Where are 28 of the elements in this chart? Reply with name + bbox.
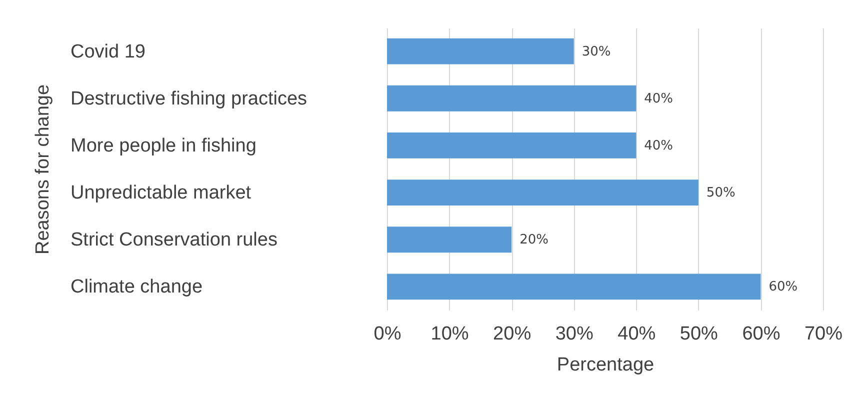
data-label: 40% [644,138,674,154]
bar [387,85,636,112]
x-tick-label: 50% [680,324,718,344]
data-label: 50% [706,186,736,201]
data-label: 20% [520,232,548,248]
bar [387,226,512,253]
x-tick-label: 70% [804,324,843,344]
y-tick-label: Covid 19 [70,41,146,62]
y-axis-title: Reasons for change [32,84,54,255]
y-tick-label: More people in fishing [70,135,256,156]
bar [387,180,698,206]
y-tick-label: Destructive fishing practices [70,88,308,110]
x-tick-label: 20% [493,324,532,344]
x-tick-label: 60% [742,324,780,344]
y-tick-label: Strict Conservation rules [70,230,278,251]
bar [387,38,574,64]
data-label: 30% [582,44,611,60]
x-tick-label: 30% [555,324,594,344]
data-label: 60% [768,280,798,295]
y-tick-label: Unpredictable market [70,182,252,204]
x-tick-label: 10% [430,324,469,344]
x-axis-title: Percentage [556,354,654,376]
data-label: 40% [644,91,674,106]
x-tick-label: 40% [618,324,656,344]
bar [387,274,761,300]
x-tick-label: 0% [374,324,402,344]
y-tick-label: Climate change [70,276,203,298]
bar [387,132,636,158]
